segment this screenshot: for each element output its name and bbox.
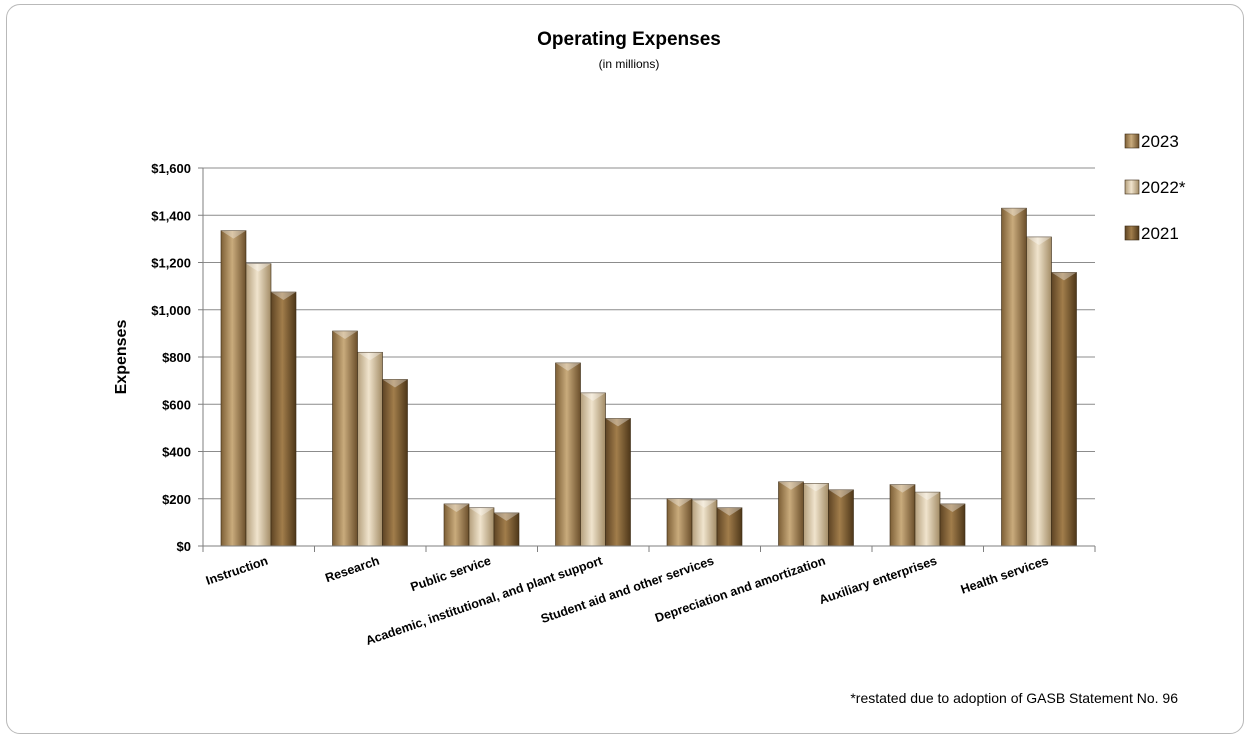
- chart-subtitle: (in millions): [599, 57, 660, 71]
- bar-health-services-2023: [1001, 207, 1027, 547]
- bar-public-service-2023: [443, 503, 470, 547]
- bar-bevel: [382, 379, 408, 388]
- bar-bevel: [332, 331, 358, 340]
- y-tick-label: $0: [177, 539, 191, 554]
- bar-auxiliary-enterprises-2021: [939, 503, 966, 547]
- bar-bevel: [444, 503, 469, 512]
- bar-bevel: [469, 507, 494, 516]
- bar-bevel: [778, 481, 804, 490]
- bar-depreciation-and-amortization-2021: [828, 489, 854, 547]
- bar-bevel: [221, 230, 246, 239]
- bar-bevel: [915, 492, 940, 501]
- bar-bevel: [555, 362, 581, 371]
- x-axis-ticks: Instruction Research Public serviceAcademi…: [202, 546, 1096, 648]
- legend-label: 2023: [1141, 132, 1179, 151]
- bar-student-aid-and-other-services-2022: [691, 499, 718, 547]
- bar-bevel: [494, 512, 519, 521]
- y-tick-label: $1,600: [151, 161, 191, 176]
- bar-public-service-2022: [468, 507, 495, 547]
- bar-bevel: [940, 503, 965, 512]
- legend-label: 2021: [1141, 224, 1179, 243]
- bar-bevel: [692, 499, 717, 508]
- x-tick-label: Instruction: [204, 554, 270, 588]
- bar-research-2023: [332, 330, 358, 547]
- bar-instruction-2021: [270, 291, 297, 547]
- bar-bevel: [271, 292, 296, 301]
- bar-public-service-2021: [493, 512, 520, 547]
- legend-swatch: [1124, 179, 1140, 195]
- bar-academic-institutional-and-plant-support-2023: [555, 362, 581, 547]
- y-tick-label: $600: [162, 397, 191, 412]
- y-tick-label: $1,400: [151, 208, 191, 223]
- bar-instruction-2022: [245, 263, 272, 547]
- chart-title: Operating Expenses: [537, 29, 721, 50]
- bar-bevel: [580, 392, 606, 401]
- bar-auxiliary-enterprises-2022: [914, 491, 941, 547]
- x-tick-label: Public service: [409, 554, 493, 595]
- bars: [220, 207, 1077, 547]
- footnote: *restated due to adoption of GASB Statem…: [850, 690, 1178, 706]
- y-tick-label: $200: [162, 492, 191, 507]
- bar-health-services-2022: [1026, 236, 1052, 547]
- bar-academic-institutional-and-plant-support-2022: [580, 392, 606, 547]
- y-tick-label: $1,000: [151, 303, 191, 318]
- bar-bevel: [717, 507, 742, 516]
- legend-swatch: [1124, 225, 1140, 241]
- bar-auxiliary-enterprises-2023: [889, 484, 916, 547]
- x-tick-label: Research: [323, 554, 381, 586]
- legend-label: 2022*: [1141, 178, 1186, 197]
- bar-bevel: [1001, 208, 1027, 217]
- bar-bevel: [828, 489, 854, 498]
- bar-bevel: [357, 352, 383, 361]
- y-tick-label: $800: [162, 350, 191, 365]
- legend-swatch: [1124, 133, 1140, 149]
- bar-instruction-2023: [220, 230, 247, 547]
- bar-research-2022: [357, 351, 383, 547]
- bar-bevel: [890, 484, 915, 493]
- bar-student-aid-and-other-services-2021: [716, 507, 743, 547]
- x-tick-label: Auxiliary enterprises: [817, 554, 939, 608]
- bar-bevel: [1051, 272, 1077, 281]
- bar-bevel: [605, 418, 631, 427]
- x-tick-label: Health services: [959, 554, 1050, 597]
- bar-bevel: [246, 263, 271, 272]
- y-axis-label: Expenses: [113, 320, 130, 395]
- bar-depreciation-and-amortization-2023: [778, 481, 804, 547]
- bar-academic-institutional-and-plant-support-2021: [605, 418, 631, 547]
- bar-depreciation-and-amortization-2022: [803, 483, 829, 547]
- bar-bevel: [667, 498, 692, 507]
- bar-bevel: [803, 483, 829, 492]
- bar-research-2021: [382, 379, 408, 547]
- legend: 2023 2022* 2021: [1124, 132, 1186, 243]
- bar-health-services-2021: [1051, 272, 1077, 547]
- y-tick-label: $400: [162, 445, 191, 460]
- y-axis-ticks: $0 $200 $400 $600 $800 $1,000 $1,200 $1,400 $1,6…: [151, 161, 203, 554]
- y-tick-label: $1,200: [151, 256, 191, 271]
- bar-bevel: [1026, 236, 1052, 245]
